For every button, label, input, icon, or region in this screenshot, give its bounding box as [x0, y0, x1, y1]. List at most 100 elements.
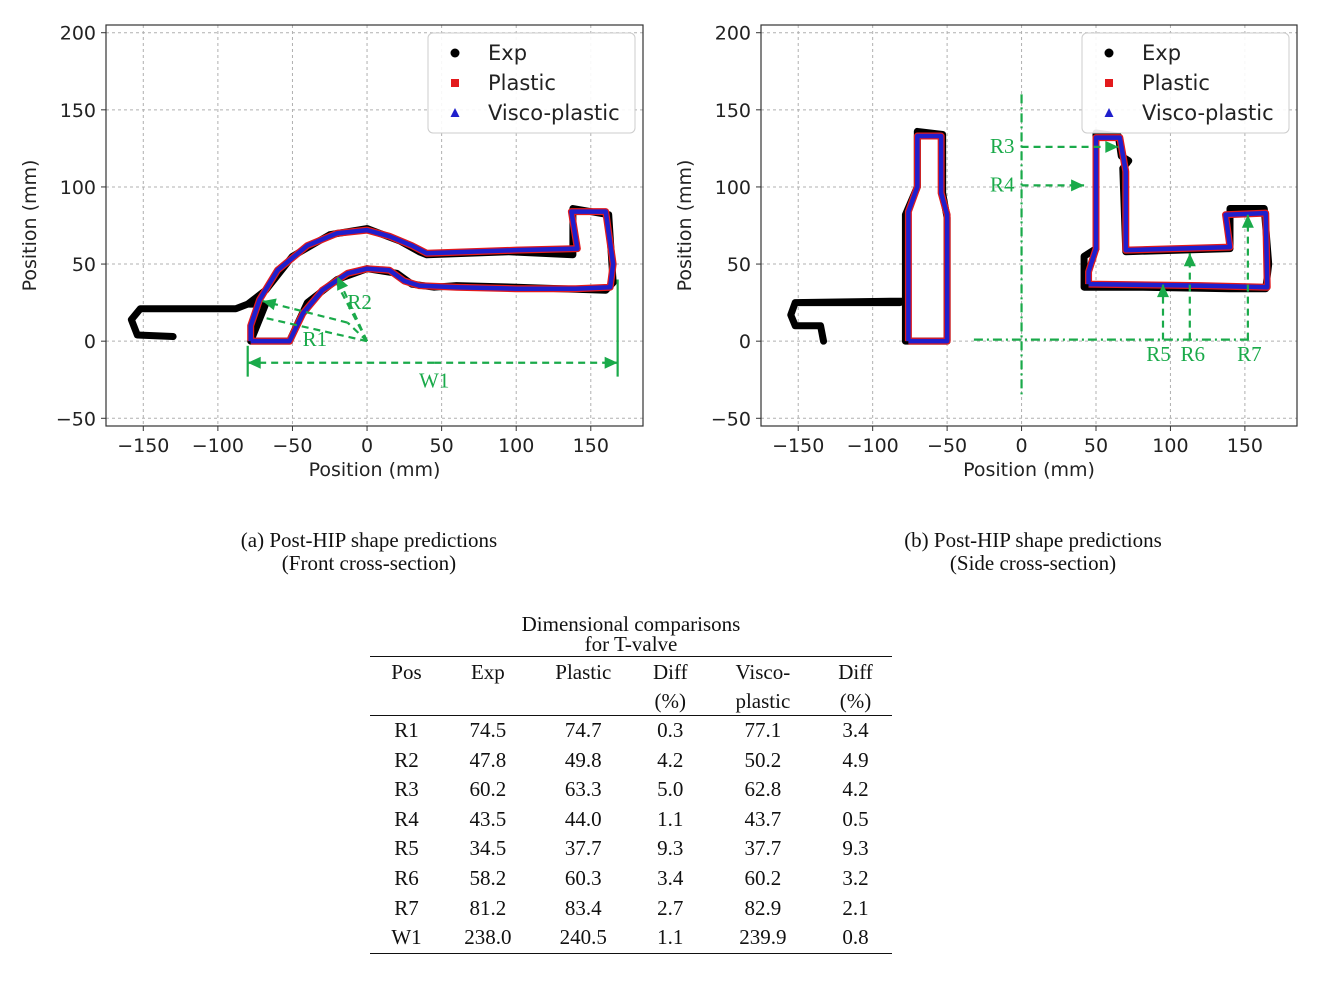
table-title: Dimensional comparisons for T-valve [370, 612, 892, 656]
table-cell: 77.1 [744, 718, 782, 742]
annotation-arrowhead [337, 276, 349, 291]
table-cell: R7 [394, 895, 419, 920]
table-cell: 3.4 [842, 718, 869, 742]
x-tick-label: −150 [117, 435, 169, 457]
x-tick-label: −100 [847, 435, 899, 457]
legend-label: Plastic [1142, 71, 1210, 95]
y-tick-label: 0 [739, 331, 751, 353]
table-subheader-cell [532, 687, 634, 716]
chart-front-cross-section: −150 −100 −50 0 50 100 150 −50 0 50 100 150 200 Posit… [19, 23, 644, 481]
legend-label: Visco-plastic [488, 101, 620, 125]
table-cell: 9.3 [657, 836, 684, 861]
table-header-cell: Pos [370, 656, 443, 687]
table-cell: 43.7 [744, 806, 782, 831]
annotation-label-r6: R6 [1181, 342, 1206, 366]
table-row: W1 238.0 240.5 1.1 239.9 0.8 [370, 923, 892, 954]
table-cell: 44.0 [564, 806, 602, 831]
table-cell: 49.8 [564, 747, 602, 772]
table-row: R1 74.5 74.7 0.3 77.1 3.4 [370, 716, 892, 746]
legend-marker-visco-plastic [450, 108, 460, 117]
table-cell: R6 [394, 865, 419, 890]
panel-front-cross-section: −150 −100 −50 0 50 100 150 −50 0 50 100 150 200 Posit… [0, 0, 662, 504]
visco-plastic-outline [248, 209, 616, 344]
annotation-arrowhead [1241, 214, 1254, 228]
annotation-arrowhead [1105, 140, 1119, 153]
table-cell: W1 [370, 923, 443, 954]
table-cell: 238.0 [442, 923, 533, 954]
caption-b: (b) Post-HIP shape predictions (Side cro… [773, 529, 1293, 575]
table-cell: 83.4 [564, 895, 602, 920]
table-subheader-cell [442, 687, 533, 716]
table-cell: R2 [394, 747, 419, 772]
annotation-line [265, 316, 368, 343]
table-row: R5 34.5 37.7 9.3 37.7 9.3 [370, 834, 892, 864]
x-tick-label: 100 [1152, 435, 1188, 457]
x-tick-label: 50 [1084, 435, 1108, 457]
table-header-cell: Visco- [706, 656, 819, 687]
y-tick-label: 200 [715, 23, 751, 45]
y-axis-label: Position (mm) [19, 160, 41, 292]
annotation-arrowhead [1071, 179, 1085, 192]
table-title-line1: Dimensional comparisons [521, 612, 741, 636]
chart-side-cross-section: −150 −100 −50 0 50 100 150 −50 0 50 100 150 200 Posit… [674, 23, 1298, 481]
y-axis-label: Position (mm) [674, 160, 696, 292]
table-cell: 1.1 [633, 923, 707, 954]
table-cell: 1.1 [657, 806, 684, 831]
legend-label: Exp [1142, 41, 1181, 65]
table-row: R2 47.8 49.8 4.2 50.2 4.9 [370, 746, 892, 776]
table-cell: 74.7 [564, 718, 602, 742]
table-header-cell: Exp [442, 656, 533, 687]
table-cell: 81.2 [469, 895, 507, 920]
table-cell: R5 [394, 836, 419, 861]
caption-b-line2: (Side cross-section) [949, 551, 1117, 575]
annotation-label-r7: R7 [1237, 342, 1262, 366]
table-cell: 0.3 [657, 718, 684, 742]
table-row: R6 58.2 60.3 3.4 60.2 3.2 [370, 864, 892, 894]
visco-plastic-outline [906, 133, 950, 344]
annotation-label-r1: R1 [303, 327, 328, 351]
x-tick-label: 150 [573, 435, 609, 457]
caption-a-line2: (Front cross-section) [281, 551, 457, 575]
caption-b-line1: (b) Post-HIP shape predictions [904, 528, 1162, 552]
caption-a-line1: (a) Post-HIP shape predictions [240, 528, 498, 552]
exp-outline [787, 127, 951, 345]
legend-marker-plastic [451, 79, 459, 87]
table-cell: 60.3 [564, 865, 602, 890]
y-tick-label: 150 [715, 100, 751, 122]
y-tick-label: 50 [72, 254, 96, 276]
annotation-arrow-line [262, 300, 348, 324]
x-axis-label: Position (mm) [963, 459, 1095, 481]
table-cell: 3.2 [842, 865, 869, 890]
legend-box [1081, 32, 1290, 134]
legend-box [427, 32, 636, 134]
table-subheader-cell [370, 687, 443, 716]
table-cell: 3.4 [657, 865, 684, 890]
table-header-cell: Diff [819, 656, 892, 687]
table-header-cell: Plastic [532, 656, 634, 687]
dimension-table: Pos Exp Plastic Diff Visco- Diff (%) plastic (%… [370, 656, 892, 954]
table-cell: 50.2 [744, 747, 782, 772]
legend-label: Visco-plastic [1142, 101, 1274, 125]
table-cell: 58.2 [469, 865, 507, 890]
table-title-line2: for T-valve [584, 632, 678, 656]
y-tick-label: −50 [711, 408, 751, 430]
table-subheader-cell: (%) [819, 687, 892, 716]
legend-label: Exp [488, 41, 527, 65]
table-cell: 9.3 [842, 836, 869, 861]
legend-marker-exp [450, 48, 460, 58]
table-cell: 34.5 [469, 836, 507, 861]
table-cell: 240.5 [532, 923, 634, 954]
x-axis-label: Position (mm) [309, 459, 441, 481]
annotation-arrowhead [1157, 284, 1169, 298]
x-tick-label: −50 [272, 435, 312, 457]
table-cell: 37.7 [564, 836, 602, 861]
legend-marker-exp [1104, 48, 1114, 58]
annotation-arrowhead [262, 298, 277, 311]
legend-marker-plastic [1105, 79, 1113, 87]
x-tick-label: −150 [772, 435, 824, 457]
x-tick-label: 150 [1227, 435, 1263, 457]
plot-frame [760, 24, 1298, 427]
table-cell: R4 [394, 806, 419, 831]
table-cell: 74.5 [469, 718, 507, 742]
y-tick-label: 100 [715, 177, 751, 199]
